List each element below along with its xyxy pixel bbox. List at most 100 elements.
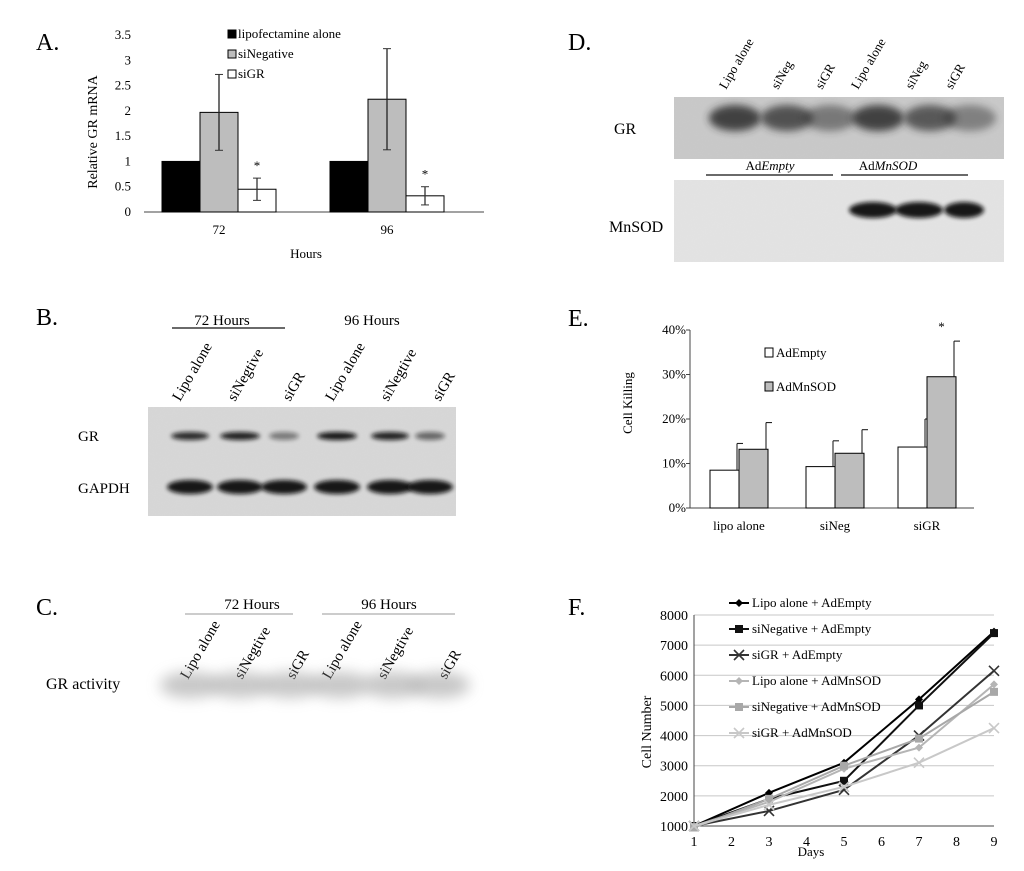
panel-b-group-96: 96 Hours	[344, 313, 400, 329]
panel-f-label: F.	[568, 595, 585, 621]
panel-f-legend-label: Lipo alone + AdMnSOD	[752, 673, 881, 688]
panel-b-bands	[167, 432, 453, 494]
panel-f-data-point	[915, 695, 923, 704]
panel-f-legend-label: siGR + AdMnSOD	[752, 725, 852, 740]
panel-e-x-ticks: lipo alone siNeg siGR	[713, 518, 941, 533]
panel-e-ylabel: Cell Killing	[620, 372, 635, 434]
panel-e-bar	[897, 446, 928, 509]
panel-a-bars: **	[161, 48, 445, 213]
panel-f-ytick: 6000	[660, 669, 688, 684]
panel-a-legend-swatch	[227, 29, 237, 39]
panel-f-data-point	[913, 757, 925, 769]
panel-e-legend-label: AdEmpty	[776, 345, 827, 360]
panel-f-ytick: 8000	[660, 609, 688, 624]
panel-f-data-point	[915, 743, 923, 752]
panel-f-grid	[693, 614, 994, 827]
panel-f-legend-marker	[735, 599, 743, 607]
panel-f-data-point	[915, 701, 923, 710]
panel-d-label: D.	[568, 30, 591, 56]
panel-d-lane-label: siNeg	[768, 57, 796, 91]
panel-c-group-96: 96 Hours	[361, 597, 417, 613]
panel-b-gr-band	[220, 432, 260, 440]
panel-a-legend-label: siGR	[238, 66, 265, 81]
panel-e-bar	[805, 466, 836, 509]
panel-d: D. Lipo alone siNeg siGR Lipo alone siNeg siG…	[568, 30, 1004, 262]
panel-b-gapdh-band	[217, 480, 263, 494]
panel-b: B. 72 Hours 96 Hours Lipo alone siNegtive…	[36, 305, 459, 516]
panel-b-row-gapdh: GAPDH	[78, 481, 130, 497]
panel-e-bar	[738, 448, 769, 509]
panel-e-legend-label: AdMnSOD	[776, 379, 836, 394]
panel-e-xtick: siGR	[914, 518, 941, 533]
panel-f-data-point	[763, 799, 775, 811]
panel-a-significance-star: *	[254, 158, 261, 173]
panel-e-legend-swatch	[764, 381, 774, 392]
panel-f-xtick: 8	[953, 835, 960, 850]
panel-f-ytick: 1000	[660, 820, 688, 835]
panel-e-ytick: 10%	[662, 456, 686, 471]
panel-e-ytick: 40%	[662, 322, 686, 337]
panel-e-legend-swatch	[764, 347, 774, 358]
panel-e-ytick: 20%	[662, 411, 686, 426]
panel-d-mnsod-band	[944, 202, 984, 218]
panel-f-legend-marker	[735, 677, 743, 685]
panel-d-gr-band	[852, 105, 904, 131]
panel-f-legend-marker	[733, 649, 745, 661]
panel-a-xtick: 72	[213, 222, 226, 237]
panel-e-significance-star: *	[938, 319, 945, 334]
panel-f-ylabel: Cell Number	[640, 695, 655, 768]
panel-b-gapdh-band	[367, 480, 413, 494]
panel-a-ytick: 2	[125, 103, 132, 118]
panel-b-lane-label: Lipo alone	[323, 340, 369, 404]
panel-a-ytick: 0.5	[115, 179, 131, 194]
panel-c-bands	[160, 672, 470, 698]
panel-b-gapdh-band	[167, 480, 213, 494]
panel-e-ytick: 0%	[669, 500, 687, 515]
panel-e-xtick: lipo alone	[713, 518, 765, 533]
panel-d-gr-band	[944, 105, 996, 131]
panel-f-legend-label: Lipo alone + AdEmpty	[752, 595, 872, 610]
panel-f-ytick: 4000	[660, 730, 688, 745]
panel-f-data-point	[765, 794, 773, 803]
panel-b-gr-band	[371, 432, 409, 440]
panel-d-group-mnsod: AdMnSOD	[859, 158, 918, 173]
panel-d-mnsod-bands	[849, 202, 984, 218]
panel-d-lane-labels: Lipo alone siNeg siGR Lipo alone siNeg siGR	[716, 35, 969, 91]
panel-a-ytick: 1	[125, 153, 132, 168]
panel-e-label: E.	[568, 306, 589, 332]
panel-b-lane-labels: Lipo alone siNegtive siGR Lipo alone siNegti…	[170, 340, 459, 404]
panel-d-gr-bands	[709, 105, 996, 131]
panel-f-lines	[688, 627, 1000, 832]
panel-b-gapdh-band	[261, 480, 307, 494]
panel-a: A. 00.511.522.533.5 Relative GR mRNA ** …	[36, 26, 484, 261]
panel-a-legend-label: siNegative	[238, 46, 294, 61]
panel-c-activity-band	[160, 672, 220, 698]
panel-f-xtick: 3	[766, 835, 773, 850]
panel-f-ytick: 3000	[660, 760, 688, 775]
panel-a-xlabel: Hours	[290, 246, 322, 261]
panel-a-bar	[329, 160, 369, 213]
panel-b-lane-label: siNegtive	[225, 346, 268, 404]
panel-f-xtick: 6	[878, 835, 885, 850]
panel-f-data-point	[838, 781, 850, 793]
panel-f-data-point	[840, 761, 848, 770]
panel-b-gr-band	[415, 432, 445, 440]
panel-a-legend-label: lipofectamine alone	[238, 26, 341, 41]
panel-e-legend: AdEmpty AdMnSOD	[764, 345, 836, 394]
panel-a-ytick: 3	[125, 52, 132, 67]
panel-f-legend-marker	[733, 727, 745, 739]
panel-f-legend-label: siNegative + AdMnSOD	[752, 699, 881, 714]
panel-b-gr-band	[269, 432, 299, 440]
panel-d-mnsod-band	[895, 202, 943, 218]
panel-d-lane-label: siNeg	[902, 57, 930, 91]
panel-d-lane-label: siGR	[812, 61, 839, 92]
panel-d-row-gr: GR	[614, 121, 637, 138]
panel-a-ylabel: Relative GR mRNA	[86, 74, 101, 188]
panel-f-xtick: 9	[991, 835, 998, 850]
panel-d-lane-label: siGR	[942, 61, 969, 92]
panel-c-label: C.	[36, 595, 58, 621]
panel-a-ytick: 2.5	[115, 78, 131, 93]
panel-f-ticks: 1000 2000 3000 4000 5000 6000 7000 8000 1 2 3 4 5 6 7 8…	[660, 609, 998, 850]
panel-d-mnsod-blot-texture	[674, 180, 1004, 262]
panel-b-lane-label: siNegtive	[378, 346, 421, 404]
